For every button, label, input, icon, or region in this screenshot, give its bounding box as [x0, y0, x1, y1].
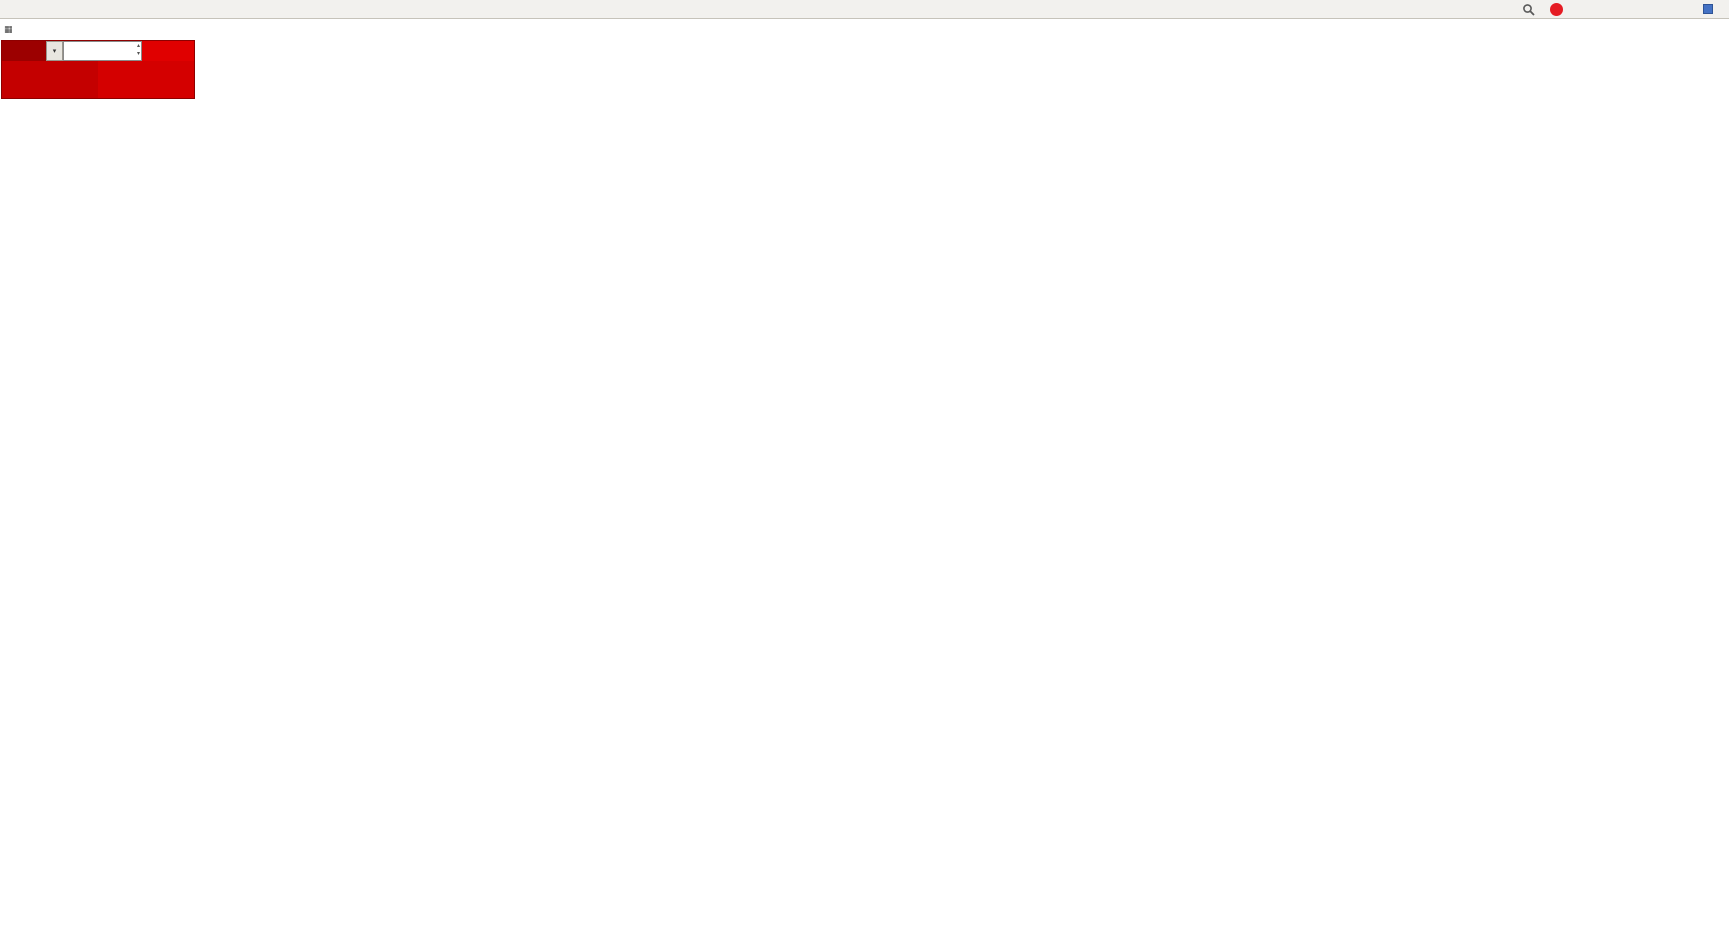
chart-title: ▦	[4, 24, 21, 35]
chart-canvas[interactable]	[0, 20, 1729, 856]
chart-type-icon: ▦	[4, 24, 13, 34]
stepper-up-icon[interactable]: ▴	[136, 43, 140, 49]
buy-price-button[interactable]	[98, 61, 194, 98]
macd-header	[4, 531, 12, 541]
main-toolbar	[0, 0, 1729, 19]
sell-button[interactable]	[2, 41, 46, 61]
window-widget-icon[interactable]	[1703, 4, 1713, 14]
notifications-badge[interactable]	[1550, 3, 1563, 16]
volume-stepper[interactable]: ▴ ▾	[137, 43, 140, 59]
chart-window[interactable]: ▦ ▾ ▴ ▾	[0, 20, 1729, 941]
sell-price-button[interactable]	[2, 61, 98, 98]
volume-input[interactable]: ▴ ▾	[63, 41, 142, 61]
order-options-dropdown[interactable]: ▾	[46, 41, 63, 61]
buy-button[interactable]	[142, 41, 194, 61]
rsi-header	[4, 684, 8, 694]
one-click-trading-panel: ▾ ▴ ▾	[1, 40, 195, 99]
search-icon[interactable]	[1522, 3, 1536, 17]
stepper-down-icon[interactable]: ▾	[136, 50, 140, 57]
